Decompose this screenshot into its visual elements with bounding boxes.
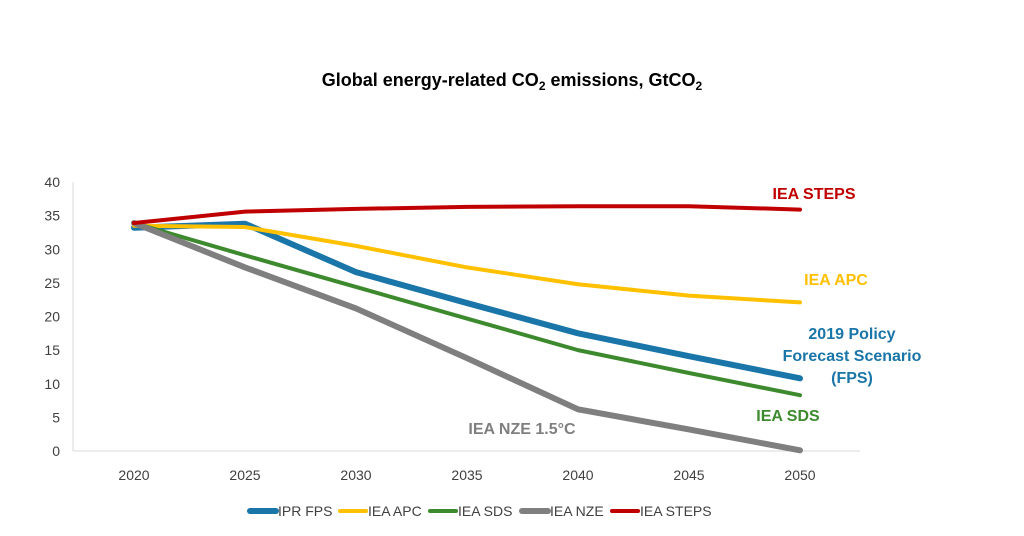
y-tick-label: 30 (44, 241, 60, 257)
annotation-iea-apc: IEA APC (804, 272, 868, 289)
series-line-iea-sds (132, 221, 802, 398)
series-layer (131, 204, 803, 454)
series-line-iea-steps (132, 204, 802, 226)
x-tick-label: 2050 (784, 467, 815, 483)
legend-label: IEA STEPS (640, 503, 712, 519)
x-tick-label: 2030 (340, 467, 371, 483)
y-tick-label: 25 (44, 275, 60, 291)
x-tick-label: 2045 (673, 467, 704, 483)
x-tick-label: 2035 (451, 467, 482, 483)
annotation-line: IEA APC (804, 272, 868, 289)
annotation-line: IEA STEPS (773, 186, 856, 203)
legend-label: IEA SDS (458, 503, 512, 519)
x-tick-label: 2025 (229, 467, 260, 483)
legend-label: IEA APC (368, 503, 422, 519)
y-tick-label: 0 (52, 443, 60, 459)
series-line-iea-apc (132, 223, 802, 305)
series-line-iea-nze (131, 220, 803, 454)
y-tick-label: 5 (52, 409, 60, 425)
annotation-iea-steps: IEA STEPS (773, 186, 856, 203)
annotation-line: (FPS) (831, 370, 873, 387)
x-tick-label: 2040 (562, 467, 593, 483)
y-tick-label: 40 (44, 174, 60, 190)
legend-label: IEA NZE (550, 503, 604, 519)
annotation-line: Forecast Scenario (783, 348, 922, 365)
y-tick-label: 20 (44, 309, 60, 325)
y-tick-label: 35 (44, 208, 60, 224)
annotation-layer: IEA STEPS IEA APC 2019 Policy Forecast Scen… (468, 186, 921, 438)
annotation-ipr-fps: 2019 Policy Forecast Scenario (FPS) (783, 326, 922, 387)
annotation-line: IEA SDS (756, 408, 820, 425)
annotation-line: IEA NZE 1.5°C (468, 421, 576, 438)
series-line-ipr-fps (131, 220, 803, 382)
annotation-iea-sds: IEA SDS (756, 408, 820, 425)
chart-legend: IPR FPS IEA APC IEA SDS IEA NZE IEA STEPS (247, 503, 712, 519)
annotation-line: 2019 Policy (808, 326, 895, 343)
x-tick-label: 2020 (118, 467, 149, 483)
y-tick-label: 15 (44, 342, 60, 358)
chart-title: Global energy-related CO2 emissions, GtC… (321, 70, 703, 93)
y-tick-label: 10 (44, 376, 60, 392)
annotation-iea-nze: IEA NZE 1.5°C (468, 421, 576, 438)
legend-label: IPR FPS (278, 503, 332, 519)
